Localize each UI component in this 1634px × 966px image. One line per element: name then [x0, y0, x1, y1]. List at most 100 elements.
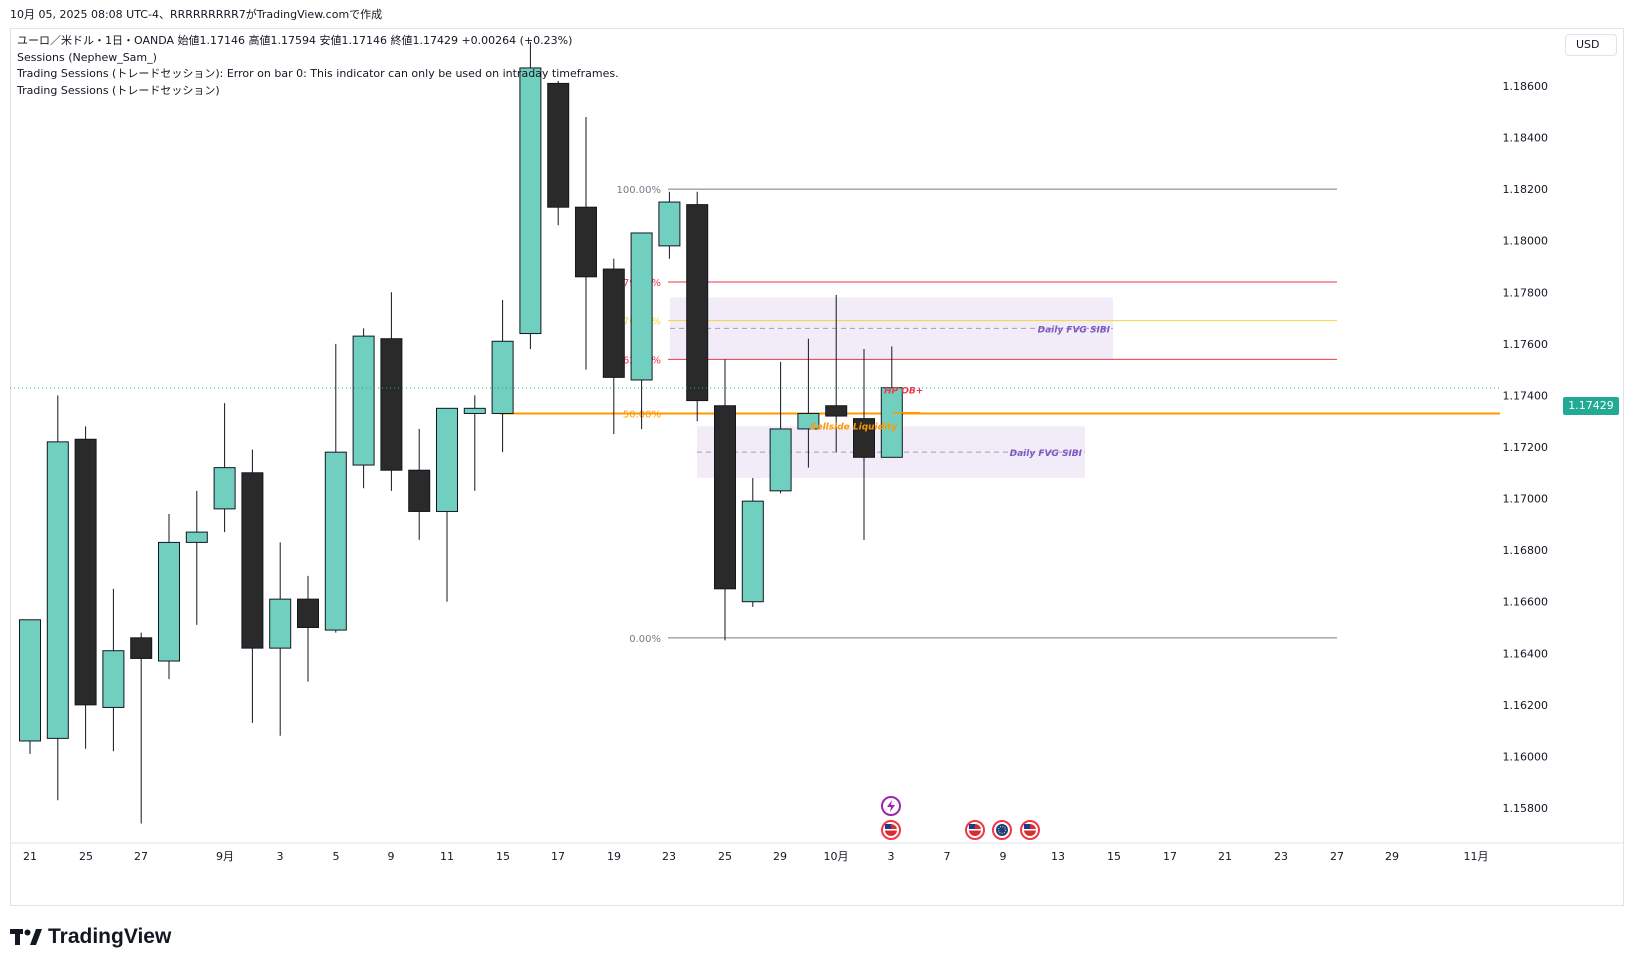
- time-tick-label: 21: [1218, 850, 1232, 863]
- time-tick-label: 21: [23, 850, 37, 863]
- candle: [269, 542, 292, 736]
- time-tick-label: 3: [277, 850, 284, 863]
- candle: [19, 619, 41, 754]
- bear-candle-body: [130, 637, 153, 659]
- time-tick-label: 9月: [216, 850, 234, 863]
- time-tick-label: 9: [388, 850, 395, 863]
- candle: [547, 80, 570, 226]
- bull-candle-body: [880, 387, 903, 458]
- time-tick-label: 25: [79, 850, 93, 863]
- candle: [741, 477, 764, 607]
- fvg-zone-label: Daily FVG SIBI: [1038, 325, 1111, 335]
- bear-candle-body: [575, 206, 597, 278]
- price-tick-label: 1.17800: [1503, 286, 1549, 299]
- bull-candle-body: [158, 541, 180, 662]
- currency-button[interactable]: USD: [1565, 34, 1617, 56]
- bull-candle-body: [269, 598, 292, 649]
- price-tick-label: 1.18200: [1503, 183, 1549, 196]
- time-tick-label: 13: [1051, 850, 1065, 863]
- time-tick-label: 29: [1385, 850, 1399, 863]
- time-tick-label: 23: [662, 850, 676, 863]
- time-tick-label: 17: [1163, 850, 1177, 863]
- bull-candle-body: [769, 428, 792, 492]
- candle: [158, 514, 180, 680]
- candle: [352, 328, 375, 489]
- indicator-sessions[interactable]: Sessions (Nephew_Sam_): [17, 50, 157, 64]
- bull-candle-body: [324, 451, 347, 631]
- bull-candle-body: [213, 467, 236, 510]
- eu-flag-stars: [997, 825, 1007, 835]
- candle: [797, 338, 820, 468]
- time-axis: 21 25 27 9月 3 5 9 11 15 17 19 23 25 29 10月 3 7 9 13 15 17 21 2…: [10, 842, 1624, 863]
- candle: [241, 449, 264, 723]
- candle: [602, 258, 625, 435]
- us-flag-icon: [881, 820, 901, 840]
- bull-candle-body: [741, 500, 764, 603]
- indicator-trading-sessions[interactable]: Trading Sessions (トレードセッション): [17, 83, 220, 97]
- bear-candle-body: [408, 469, 431, 512]
- eu-flag-field: [996, 824, 1008, 836]
- candle: [46, 395, 69, 801]
- us-flag-canton: [1024, 824, 1030, 829]
- bull-candle-body: [19, 619, 41, 742]
- bull-candle-body: [491, 340, 514, 414]
- last-price-label: 1.17429: [1563, 397, 1619, 415]
- candle: [408, 428, 431, 540]
- bear-candle-body: [686, 204, 709, 402]
- candle: [825, 294, 848, 453]
- price-tick-label: 1.15800: [1503, 802, 1549, 815]
- candle: [324, 343, 347, 633]
- us-flag-stripe: [885, 829, 897, 831]
- price-tick-label: 1.16400: [1503, 647, 1549, 660]
- bear-candle-body: [241, 472, 264, 649]
- bull-candle-body: [102, 650, 125, 708]
- us-flag-canton: [969, 824, 975, 829]
- candle: [769, 361, 792, 494]
- price-tick-label: 1.17600: [1503, 338, 1549, 351]
- bear-candle-body: [853, 418, 875, 458]
- time-tick-label: 27: [134, 850, 148, 863]
- price-tick-label: 1.16200: [1503, 699, 1549, 712]
- candle: [130, 632, 153, 824]
- time-tick-label: 25: [718, 850, 732, 863]
- bull-candle-body: [630, 232, 653, 381]
- time-tick-label: 27: [1330, 850, 1344, 863]
- chart-legend: ユーロ／米ドル・1日・OANDA 始値1.17146 高値1.17594 安値1…: [17, 33, 619, 99]
- price-tick-label: 1.17400: [1503, 389, 1549, 402]
- bear-candle-body: [74, 438, 97, 706]
- price-tick-label: 1.16800: [1503, 544, 1549, 557]
- time-tick-label: 15: [496, 850, 510, 863]
- bull-candle-body: [463, 407, 486, 414]
- symbol-ohlc-line[interactable]: ユーロ／米ドル・1日・OANDA 始値1.17146 高値1.17594 安値1…: [17, 34, 573, 47]
- price-tick-label: 1.18000: [1503, 235, 1549, 248]
- brand-name: TradingView: [48, 925, 172, 948]
- candle: [463, 395, 486, 491]
- time-tick-label: 17: [551, 850, 565, 863]
- price-tick-label: 1.17200: [1503, 441, 1549, 454]
- indicator-error-message[interactable]: Trading Sessions (トレードセッション): Error on b…: [17, 67, 619, 80]
- candle: [213, 403, 236, 533]
- tradingview-branding[interactable]: TradingView: [10, 925, 171, 949]
- time-tick-label: 3: [888, 850, 895, 863]
- time-tick-label: 29: [773, 850, 787, 863]
- price-tick-label: 1.17000: [1503, 493, 1549, 506]
- candle: [491, 300, 514, 453]
- candle: [686, 191, 709, 422]
- bull-candle-body: [436, 407, 458, 512]
- bull-candle-body: [185, 531, 208, 543]
- time-tick-label: 11: [440, 850, 454, 863]
- chart-frame: [10, 28, 1624, 906]
- bear-candle-body: [297, 598, 319, 629]
- us-flag-canton: [885, 824, 891, 829]
- lightning-bolt: [887, 800, 895, 812]
- us-flag-icon: [1020, 820, 1040, 840]
- bull-candle-body: [519, 67, 542, 335]
- bull-candle-body: [658, 201, 681, 247]
- candle: [519, 42, 542, 350]
- eu-flag-icon: [992, 820, 1012, 840]
- bull-candle-body: [797, 412, 820, 430]
- candle: [74, 426, 97, 749]
- bear-candle-body: [825, 405, 848, 417]
- candle-series: [19, 42, 903, 824]
